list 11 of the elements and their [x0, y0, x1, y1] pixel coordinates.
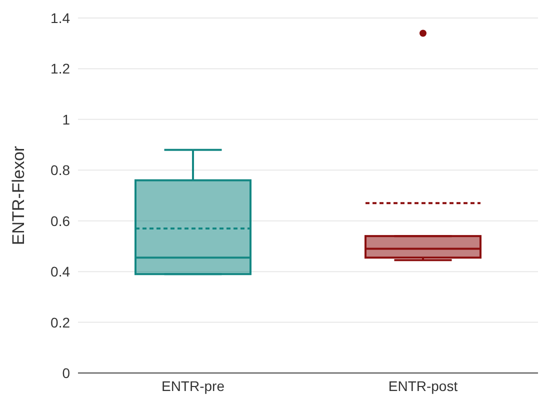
y-tick-label: 0 [62, 364, 70, 381]
y-tick-label: 1 [62, 111, 70, 128]
x-tick-label: ENTR-pre [161, 378, 225, 394]
x-tick-label: ENTR-post [388, 378, 458, 394]
y-tick-label: 0.4 [50, 264, 70, 280]
y-axis-title: ENTR-Flexor [9, 146, 28, 246]
y-tick-label: 0.2 [50, 314, 70, 330]
y-tick-label: 0.8 [50, 162, 70, 178]
y-tick-label: 1.4 [50, 10, 70, 26]
y-tick-label: 1.2 [50, 60, 70, 77]
y-tick-label: 0.6 [50, 212, 70, 229]
